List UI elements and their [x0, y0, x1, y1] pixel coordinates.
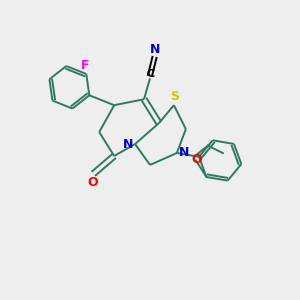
Text: N: N	[150, 44, 160, 56]
Text: O: O	[87, 176, 98, 189]
Text: C: C	[147, 69, 155, 79]
Text: S: S	[170, 90, 179, 103]
Text: N: N	[179, 146, 190, 160]
Text: O: O	[191, 154, 202, 166]
Text: F: F	[80, 59, 89, 72]
Text: N: N	[122, 137, 133, 151]
